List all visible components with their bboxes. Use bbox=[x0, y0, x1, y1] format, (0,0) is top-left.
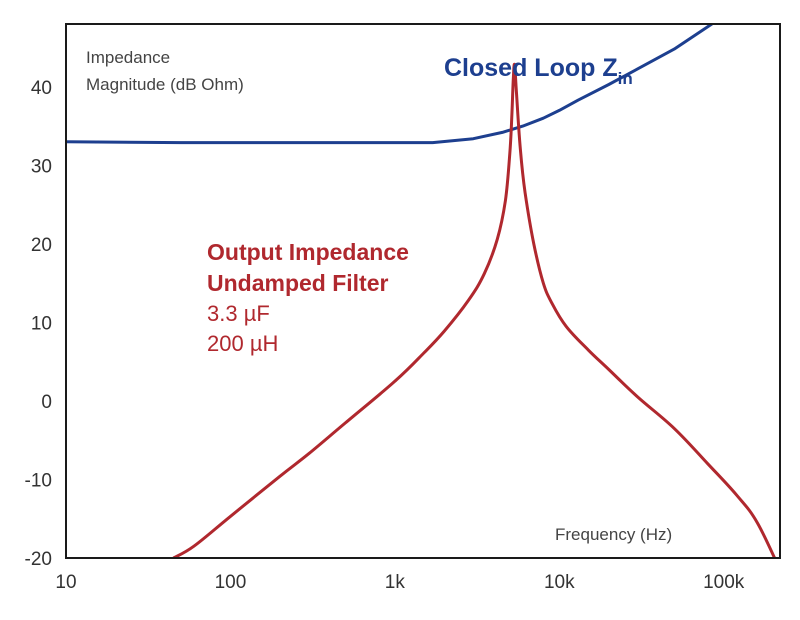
y-tick-label: 30 bbox=[31, 156, 52, 177]
x-tick-label: 100 bbox=[215, 572, 247, 593]
series-label-closed-loop-main: Closed Loop Z bbox=[444, 54, 618, 82]
y-tick-label: 10 bbox=[31, 313, 52, 334]
x-tick-label: 10 bbox=[55, 572, 76, 593]
x-tick-label: 1k bbox=[385, 572, 406, 593]
y-tick-label: 20 bbox=[31, 235, 52, 256]
inductance-value: 200 µH bbox=[207, 331, 278, 356]
series-label-closed-loop: Closed Loop Zin bbox=[444, 54, 633, 88]
x-tick-label: 10k bbox=[544, 572, 575, 593]
x-tick-label: 100k bbox=[703, 572, 745, 593]
y-tick-label: -20 bbox=[25, 549, 52, 570]
output-impedance-line bbox=[172, 62, 777, 558]
series-label-output-impedance-line-2: Undamped Filter bbox=[207, 270, 389, 296]
plot-frame bbox=[65, 23, 781, 559]
plot-curves bbox=[66, 24, 777, 558]
closed-loop-zin-line bbox=[66, 24, 715, 145]
y-tick-label: 0 bbox=[41, 392, 52, 413]
capacitance-value: 3.3 µF bbox=[207, 301, 270, 326]
y-axis-label-line-2: Magnitude (dB Ohm) bbox=[86, 75, 244, 94]
series-label-closed-loop-subscript: in bbox=[618, 69, 633, 88]
tick-labels: -20 -10 0 10 20 30 40 10 100 1k 10k 100k bbox=[25, 78, 745, 593]
series-label-output-impedance-line-1: Output Impedance bbox=[207, 239, 409, 265]
y-tick-label: 40 bbox=[31, 78, 52, 99]
y-tick-label: -10 bbox=[25, 470, 52, 491]
y-axis-label-line-1: Impedance bbox=[86, 48, 170, 67]
x-axis-label: Frequency (Hz) bbox=[555, 525, 672, 544]
